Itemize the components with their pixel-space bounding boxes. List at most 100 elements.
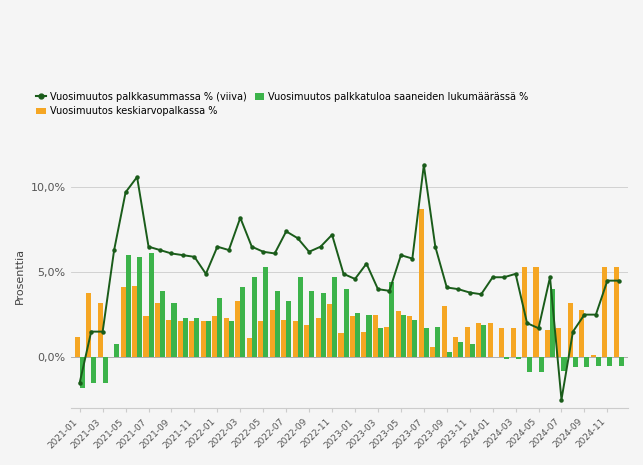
Bar — [442, 306, 447, 357]
Vuosimuutos palkkasummassa % (viiva) — [305, 249, 313, 254]
Vuosimuutos palkkasummassa % (viiva) — [294, 235, 302, 241]
Bar — [591, 355, 596, 357]
Bar — [430, 347, 435, 357]
Bar — [327, 305, 332, 357]
Vuosimuutos palkkasummassa % (viiva) — [420, 162, 428, 168]
Bar — [573, 357, 578, 367]
Bar — [286, 301, 291, 357]
Vuosimuutos palkkasummassa % (viiva) — [133, 174, 141, 180]
Bar — [338, 333, 343, 357]
Vuosimuutos palkkasummassa % (viiva) — [489, 274, 496, 280]
Bar — [269, 310, 275, 357]
Vuosimuutos palkkasummassa % (viiva) — [523, 320, 531, 326]
Bar — [396, 311, 401, 357]
Vuosimuutos palkkasummassa % (viiva) — [557, 397, 565, 402]
Vuosimuutos palkkasummassa % (viiva) — [328, 232, 336, 238]
Bar — [293, 321, 298, 357]
Bar — [516, 357, 521, 359]
Bar — [281, 320, 286, 357]
Vuosimuutos palkkasummassa % (viiva) — [592, 312, 600, 318]
Bar — [332, 277, 337, 357]
Bar — [465, 326, 469, 357]
Bar — [355, 313, 360, 357]
Bar — [453, 337, 458, 357]
Bar — [407, 316, 412, 357]
Vuosimuutos palkkasummassa % (viiva) — [500, 274, 508, 280]
Line: Vuosimuutos palkkasummassa % (viiva): Vuosimuutos palkkasummassa % (viiva) — [78, 164, 620, 401]
Vuosimuutos palkkasummassa % (viiva) — [271, 251, 278, 256]
Bar — [424, 328, 429, 357]
Bar — [619, 357, 624, 365]
Bar — [522, 267, 527, 357]
Vuosimuutos palkkasummassa % (viiva) — [168, 251, 176, 256]
Bar — [481, 325, 486, 357]
Bar — [550, 289, 555, 357]
Bar — [584, 357, 590, 367]
Vuosimuutos palkkasummassa % (viiva) — [466, 290, 473, 295]
Vuosimuutos palkkasummassa % (viiva) — [122, 190, 129, 195]
Bar — [137, 257, 142, 357]
Vuosimuutos palkkasummassa % (viiva) — [512, 271, 520, 277]
Vuosimuutos palkkasummassa % (viiva) — [569, 329, 577, 334]
Bar — [304, 325, 309, 357]
Bar — [229, 321, 234, 357]
Bar — [361, 332, 367, 357]
Bar — [258, 321, 263, 357]
Bar — [412, 320, 417, 357]
Bar — [343, 289, 349, 357]
Bar — [149, 253, 154, 357]
Bar — [435, 326, 440, 357]
Vuosimuutos palkkasummassa % (viiva) — [477, 292, 485, 297]
Bar — [568, 303, 573, 357]
Vuosimuutos palkkasummassa % (viiva) — [190, 254, 198, 259]
Bar — [172, 303, 177, 357]
Vuosimuutos palkkasummassa % (viiva) — [87, 329, 95, 334]
Bar — [235, 301, 240, 357]
Bar — [579, 310, 584, 357]
Bar — [487, 323, 493, 357]
Vuosimuutos palkkasummassa % (viiva) — [259, 249, 267, 254]
Vuosimuutos palkkasummassa % (viiva) — [581, 312, 588, 318]
Bar — [608, 357, 612, 365]
Vuosimuutos palkkasummassa % (viiva) — [386, 288, 394, 293]
Bar — [247, 339, 252, 357]
Vuosimuutos palkkasummassa % (viiva) — [76, 380, 84, 385]
Bar — [476, 323, 481, 357]
Bar — [217, 298, 222, 357]
Vuosimuutos palkkasummassa % (viiva) — [408, 256, 416, 261]
Vuosimuutos palkkasummassa % (viiva) — [237, 215, 244, 220]
Bar — [469, 344, 475, 357]
Vuosimuutos palkkasummassa % (viiva) — [145, 244, 152, 249]
Bar — [385, 326, 390, 357]
Bar — [504, 357, 509, 359]
Bar — [206, 321, 211, 357]
Vuosimuutos palkkasummassa % (viiva) — [431, 244, 439, 249]
Vuosimuutos palkkasummassa % (viiva) — [202, 271, 210, 277]
Vuosimuutos palkkasummassa % (viiva) — [156, 247, 164, 253]
Bar — [86, 292, 91, 357]
Bar — [212, 316, 217, 357]
Bar — [178, 321, 183, 357]
Bar — [419, 209, 424, 357]
Bar — [561, 357, 566, 371]
Vuosimuutos palkkasummassa % (viiva) — [546, 274, 554, 280]
Vuosimuutos palkkasummassa % (viiva) — [455, 286, 462, 292]
Bar — [534, 267, 539, 357]
Bar — [263, 267, 268, 357]
Legend: Vuosimuutos palkkasummassa % (viiva), Vuosimuutos keskiarvopalkassa %, Vuosimuut: Vuosimuutos palkkasummassa % (viiva), Vu… — [37, 92, 529, 117]
Bar — [80, 357, 85, 388]
Bar — [298, 277, 303, 357]
Bar — [91, 357, 96, 383]
Vuosimuutos palkkasummassa % (viiva) — [340, 271, 347, 277]
Vuosimuutos palkkasummassa % (viiva) — [397, 252, 404, 258]
Bar — [499, 328, 504, 357]
Bar — [252, 277, 257, 357]
Bar — [155, 303, 160, 357]
Vuosimuutos palkkasummassa % (viiva) — [282, 229, 290, 234]
Bar — [527, 357, 532, 372]
Bar — [614, 267, 619, 357]
Bar — [143, 316, 149, 357]
Bar — [103, 357, 108, 383]
Bar — [321, 292, 325, 357]
Bar — [275, 291, 280, 357]
